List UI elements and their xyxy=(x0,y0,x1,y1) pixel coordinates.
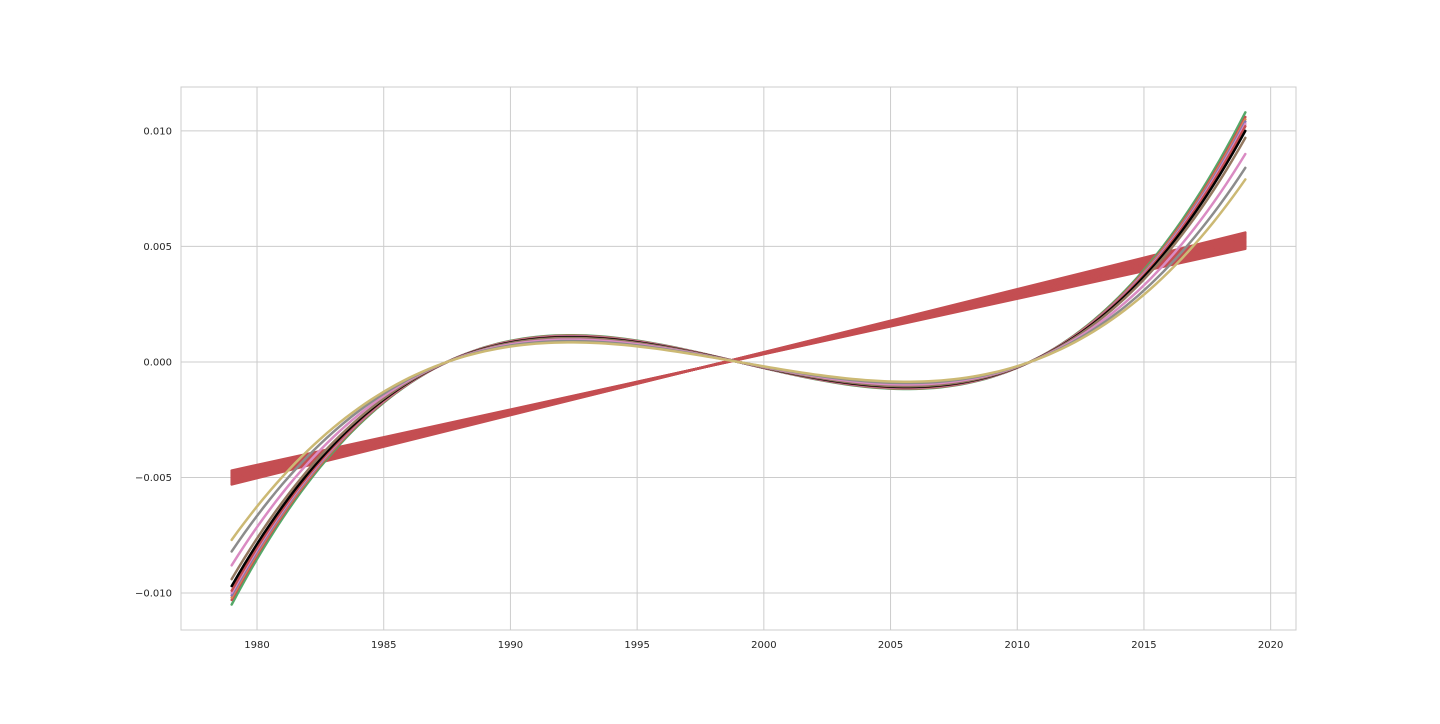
x-tick-label: 1990 xyxy=(498,640,523,651)
x-tick-label: 2010 xyxy=(1005,640,1030,651)
y-tick-label: −0.010 xyxy=(135,589,172,600)
y-tick-label: 0.000 xyxy=(143,357,172,368)
grid-layer xyxy=(181,87,1296,630)
plot-frame xyxy=(180,86,1297,631)
x-tick-label: 2020 xyxy=(1258,640,1283,651)
x-tick-label: 2000 xyxy=(751,640,776,651)
y-tick-label: 0.005 xyxy=(143,242,172,253)
tick-labels: 1980 1985 1990 1995 2000 2005 2010 2015 2020 −0.0… xyxy=(135,126,1283,651)
linear-band-series xyxy=(230,231,1247,486)
x-tick-label: 2005 xyxy=(878,640,903,651)
x-tick-label: 1980 xyxy=(244,640,269,651)
x-tick-label: 2015 xyxy=(1131,640,1156,651)
cubic-series-line-10 xyxy=(230,178,1247,542)
cubic-series xyxy=(230,111,1247,606)
x-tick-label: 1985 xyxy=(371,640,396,651)
x-tick-label: 1995 xyxy=(624,640,649,651)
y-tick-label: 0.010 xyxy=(143,126,172,137)
linear-series-line xyxy=(230,231,1247,486)
y-tick-label: −0.005 xyxy=(135,473,172,484)
